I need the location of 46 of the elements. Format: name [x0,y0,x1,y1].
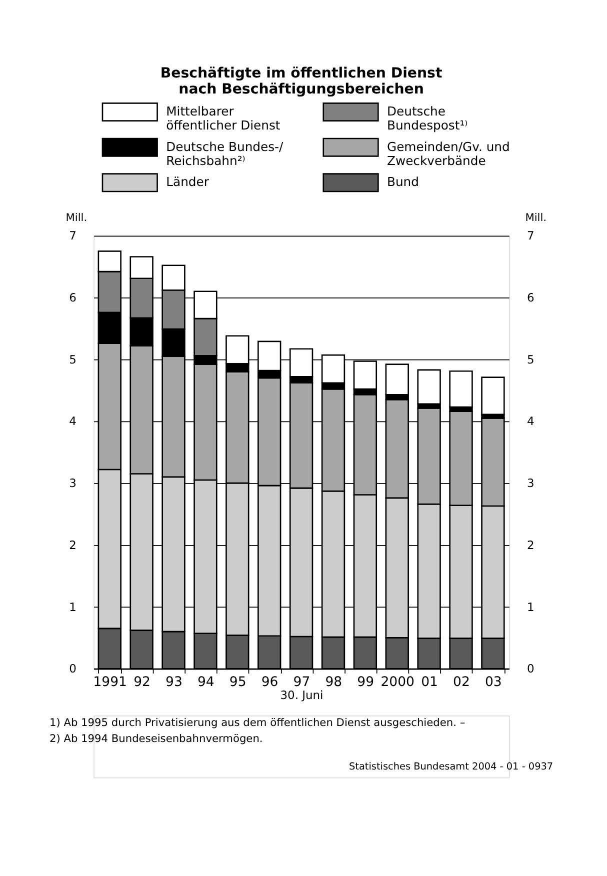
legend-label: Gemeinden/Gv. und Zweckverbände [386,140,510,168]
x-axis-title: 30. Juni [280,688,324,702]
y2-tick-label: 2 [527,538,534,552]
x-tick-label: 98 [325,674,342,690]
text: 2) Ab 1994 Bundeseisenbahnvermögen. [49,732,263,745]
y-axis-title: Mill. [66,212,88,224]
y2-tick-label: 5 [527,352,534,366]
y-tick-label: 3 [69,476,76,490]
y2-axis-title: Mill. [525,212,547,224]
y2-tick-label: 7 [527,228,534,243]
y-tick-label: 7 [69,228,76,243]
y2-tick-label: 3 [527,476,534,490]
legend-label: Deutsche Bundespost¹⁾ [386,104,468,133]
y-tick-label: 6 [69,290,76,305]
legend-label: Bund [386,175,419,190]
x-tick-label: 01 [421,674,438,690]
y2-tick-label: 6 [527,290,534,305]
x-tick-label: 99 [357,674,374,690]
x-tick-label: 02 [453,674,470,690]
x-tick-label: 93 [166,674,182,690]
y2-tick-label: 0 [527,662,534,676]
y-tick-label: 0 [69,662,76,676]
text: Statistisches Bundesamt 2004 - 01 - 0937 [348,761,554,772]
text: Beschäftigte im öffentlichen Dienst [160,66,442,82]
legend-label: Deutsche Bundes-/Reichsbahn²⁾ [166,140,284,168]
x-tick-label: 2000 [380,674,414,690]
y-tick-label: 5 [69,352,76,366]
bar [481,376,505,416]
y-tick-label: 1 [69,600,76,614]
legend-label: Länder [166,175,210,190]
y2-tick-label: 4 [527,414,534,428]
x-tick-label: 96 [261,674,278,690]
bar [417,369,441,405]
x-tick-label: 97 [293,674,310,690]
legend-label: Mittelbarer öffentlicher Dienst [166,104,280,133]
x-tick-label: 92 [134,674,150,690]
x-tick-label: 94 [197,674,214,690]
x-tick-label: 1991 [93,674,127,690]
text: nach Beschäftigungsbereichen [178,81,424,98]
y-tick-label: 4 [69,414,76,428]
x-tick-label: 95 [229,674,246,690]
text: 1) Ab 1995 durch Privatisierung aus dem öffentlichen Dienst ausgeschieden. – [49,717,466,730]
y2-tick-label: 1 [527,600,534,614]
x-tick-label: 03 [484,674,502,690]
y-tick-label: 2 [69,538,76,552]
bar [449,370,473,408]
